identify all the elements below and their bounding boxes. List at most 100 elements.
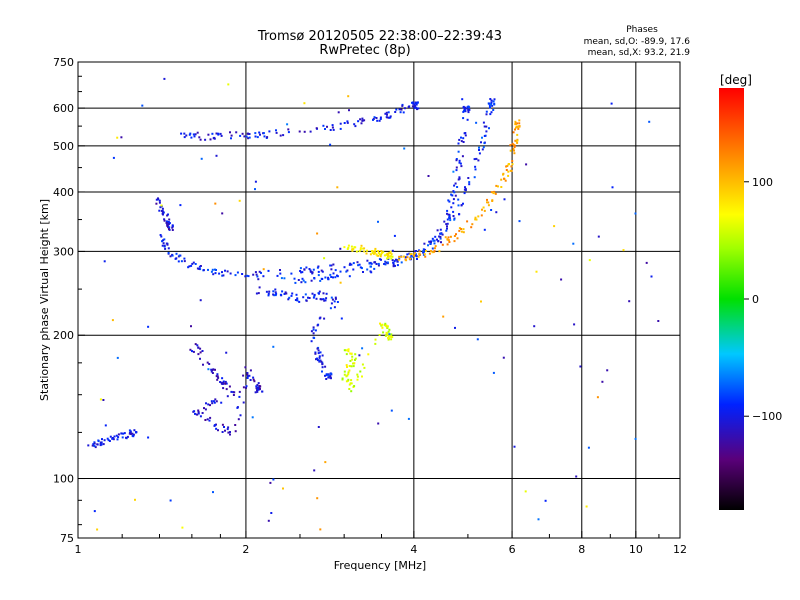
data-point — [485, 113, 488, 116]
data-point — [363, 119, 366, 122]
colorbar-label: [deg] — [720, 73, 752, 87]
data-point — [330, 372, 333, 375]
data-point — [282, 134, 285, 137]
data-point — [117, 436, 120, 439]
x-tick-label: 4 — [410, 543, 417, 556]
data-point — [474, 165, 477, 168]
data-point — [215, 423, 217, 426]
data-point — [318, 292, 320, 295]
data-point — [244, 366, 247, 369]
data-point — [222, 382, 224, 385]
data-point — [241, 273, 244, 275]
data-point — [322, 124, 325, 127]
data-point — [410, 253, 413, 255]
data-point — [132, 433, 135, 436]
data-point — [87, 444, 90, 447]
data-point — [330, 296, 333, 299]
data-point — [628, 300, 631, 303]
data-point — [361, 375, 363, 378]
data-point — [256, 390, 259, 393]
data-point — [333, 300, 336, 303]
data-point — [485, 110, 488, 113]
data-point — [485, 125, 488, 128]
data-point — [478, 152, 481, 155]
data-point — [441, 233, 444, 236]
data-point — [386, 255, 389, 258]
data-point — [409, 256, 412, 259]
data-point — [347, 246, 350, 249]
data-point — [213, 136, 216, 139]
data-point — [634, 437, 637, 440]
data-point — [339, 127, 342, 130]
data-point — [321, 354, 324, 357]
data-point — [411, 101, 413, 104]
data-point — [266, 136, 269, 139]
x-tick-label: 6 — [509, 543, 516, 556]
data-point — [307, 296, 309, 299]
data-point — [553, 225, 556, 228]
data-point — [341, 377, 344, 380]
data-point — [275, 129, 277, 132]
data-point — [414, 253, 417, 256]
data-point — [93, 445, 96, 447]
data-point — [196, 267, 199, 270]
data-point — [329, 264, 332, 267]
data-point — [347, 348, 350, 351]
data-point — [398, 108, 401, 111]
data-point — [500, 186, 503, 188]
data-point — [213, 401, 216, 404]
data-point — [211, 268, 214, 271]
data-point — [339, 281, 342, 284]
data-point — [345, 380, 348, 383]
data-point — [457, 198, 460, 201]
data-point — [585, 505, 588, 508]
data-point — [384, 322, 387, 325]
data-point — [491, 104, 494, 107]
data-point — [159, 234, 162, 236]
data-point — [475, 218, 478, 221]
data-point — [648, 120, 651, 123]
data-point — [221, 271, 223, 274]
data-point — [354, 353, 357, 356]
data-point — [401, 104, 404, 107]
y-tick-label: 600 — [53, 102, 74, 115]
data-point — [392, 263, 395, 266]
data-point — [268, 130, 271, 133]
data-point — [324, 299, 327, 302]
data-point — [348, 383, 351, 386]
data-point — [458, 161, 461, 164]
data-point — [386, 326, 389, 329]
data-point — [510, 165, 513, 168]
data-point — [291, 292, 294, 295]
data-point — [457, 150, 460, 153]
data-point — [468, 108, 471, 111]
data-point — [363, 247, 366, 250]
data-point — [391, 259, 394, 261]
data-point — [348, 365, 351, 367]
data-point — [458, 213, 460, 216]
colorbar-tick-label: −100 — [752, 410, 782, 423]
grid-lines — [78, 62, 680, 538]
data-point — [492, 100, 495, 103]
data-point — [104, 424, 107, 427]
data-point — [261, 390, 264, 393]
data-point — [189, 348, 192, 351]
data-point — [468, 106, 471, 109]
data-point — [357, 120, 360, 123]
data-point — [371, 250, 373, 252]
data-point — [327, 374, 330, 377]
data-point — [343, 370, 346, 373]
data-point — [439, 235, 442, 238]
data-point — [244, 275, 247, 278]
data-point — [249, 369, 252, 372]
data-point — [312, 268, 315, 271]
data-point — [403, 255, 405, 258]
data-point — [300, 271, 303, 274]
data-point — [345, 353, 348, 356]
data-point — [283, 277, 286, 280]
data-point — [161, 244, 164, 247]
data-point — [467, 177, 470, 179]
data-point — [317, 359, 319, 362]
data-point — [221, 212, 224, 215]
data-point — [400, 108, 403, 111]
